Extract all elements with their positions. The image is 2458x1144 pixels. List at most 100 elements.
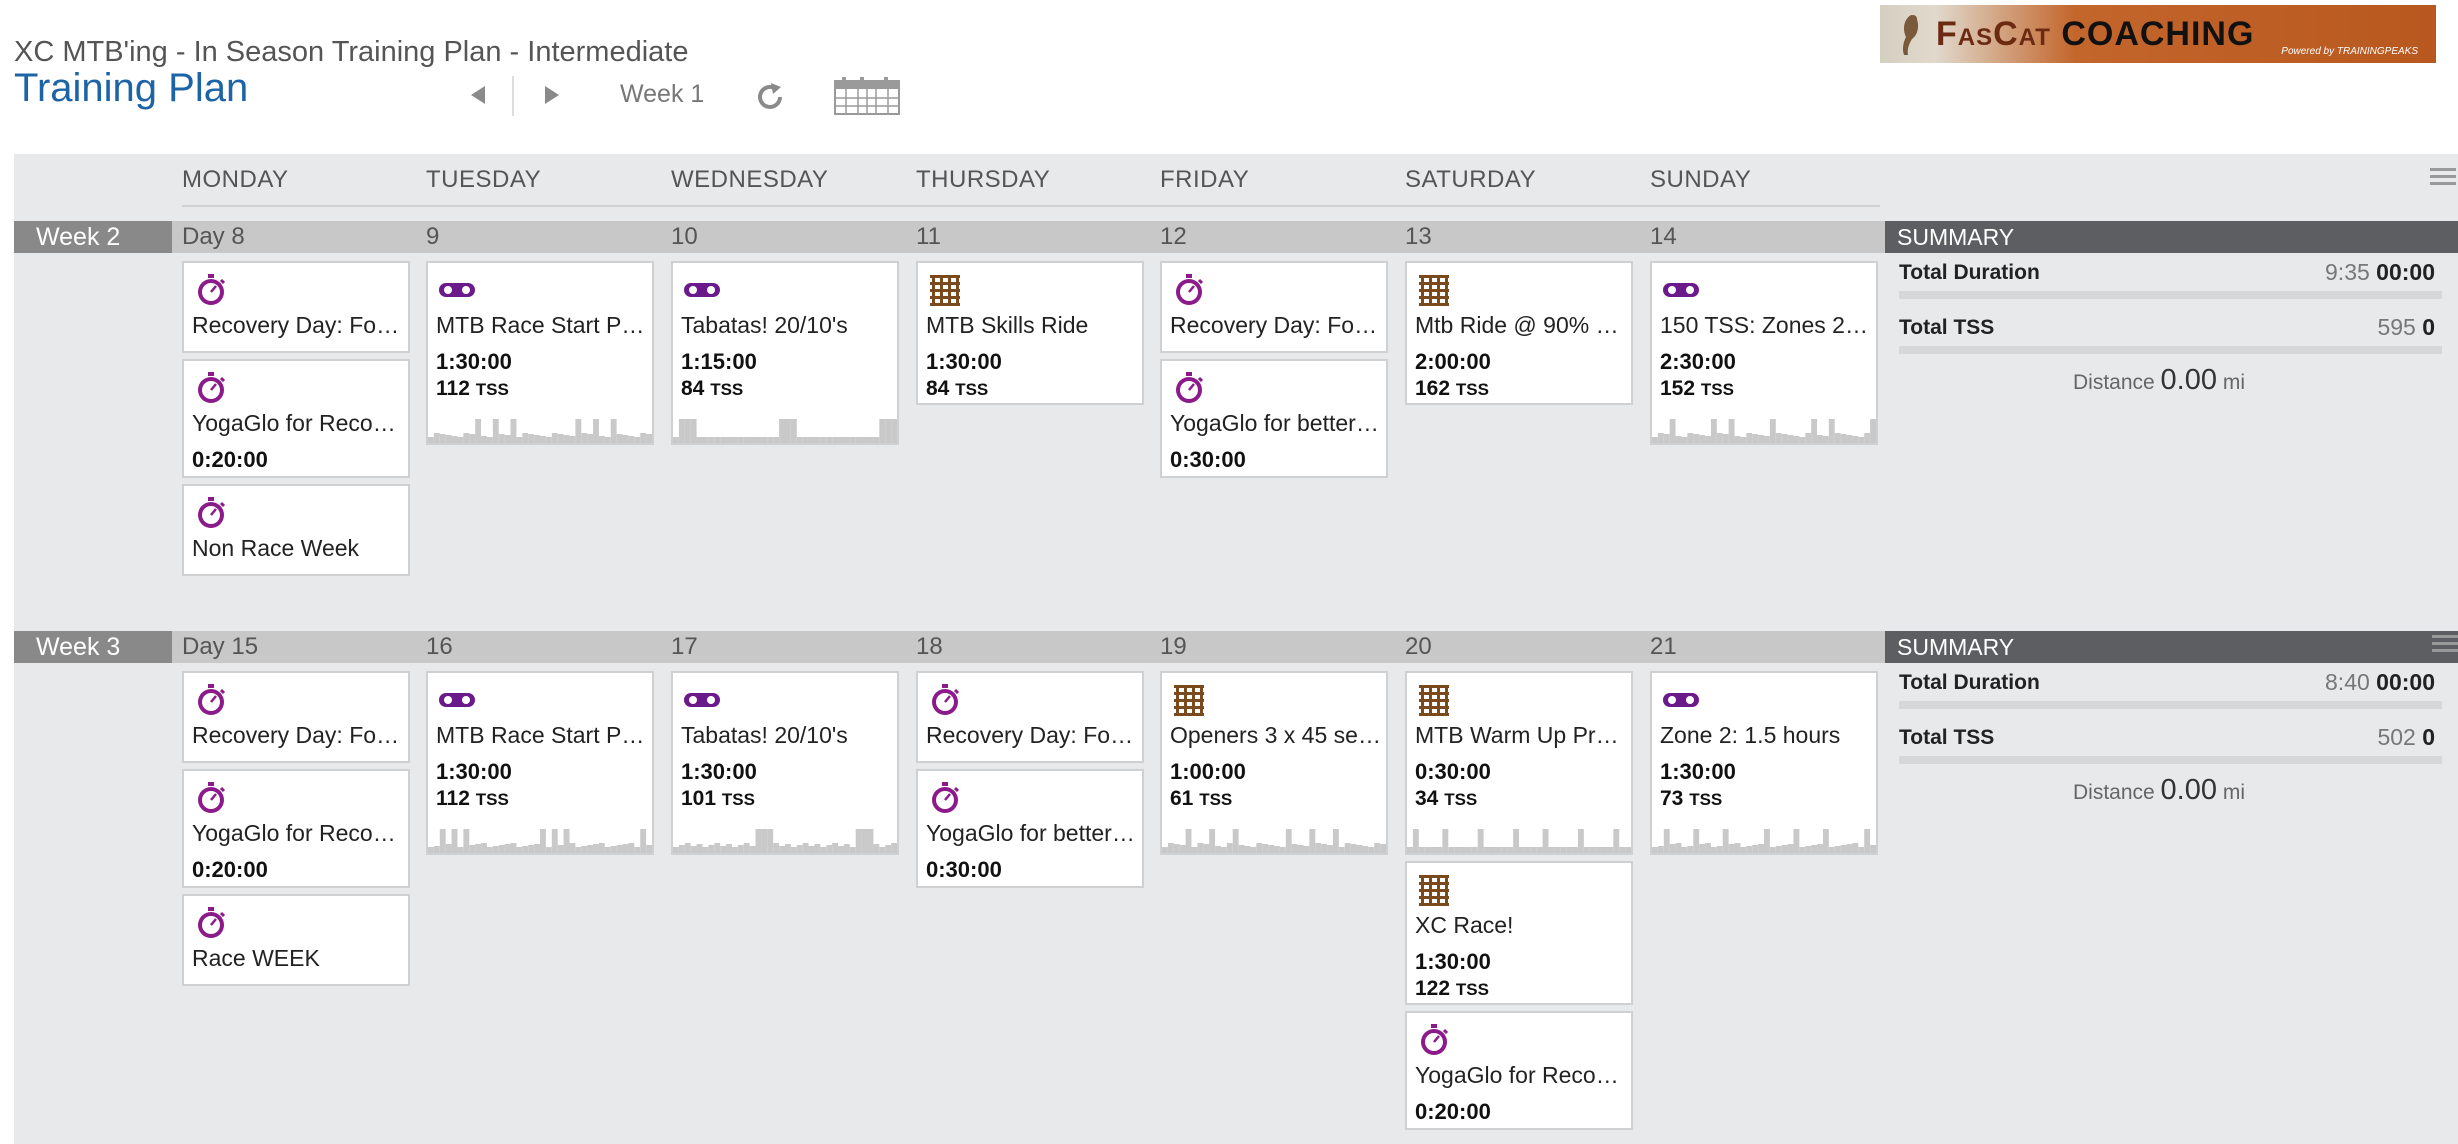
next-week-button[interactable] xyxy=(537,80,567,110)
stopwatch-icon xyxy=(194,371,228,405)
workout-duration: 0:20:00 xyxy=(192,447,268,472)
tss-value: 122 xyxy=(1415,977,1451,1000)
day-header-sunday: SUNDAY xyxy=(1650,166,1752,193)
tss-unit: TSS xyxy=(475,380,509,399)
tss-value: 73 xyxy=(1660,787,1684,810)
workout-duration: 1:30:00 xyxy=(681,759,757,784)
workout-card[interactable]: YogaGlo for better … 0:30:00 xyxy=(1160,359,1388,478)
strength-icon xyxy=(1417,273,1451,307)
workout-card[interactable]: YogaGlo for Recov… 0:20:00 xyxy=(182,359,410,478)
stopwatch-icon xyxy=(1417,1023,1451,1057)
workout-duration: 1:15:00 xyxy=(681,349,757,374)
day-header-divider xyxy=(182,205,1880,207)
workout-card[interactable]: Recovery Day: Fou… xyxy=(182,671,410,763)
workout-card[interactable]: Recovery Day: Fou… xyxy=(1160,261,1388,353)
workout-card[interactable]: Race WEEK xyxy=(182,894,410,986)
distance-unit: mi xyxy=(2222,371,2246,394)
workout-card[interactable]: MTB Race Start Pr… 1:30:00 112 TSS xyxy=(426,671,654,855)
workout-card[interactable]: XC Race! 1:30:00 122 TSS xyxy=(1405,861,1633,1005)
tss-unit: TSS xyxy=(475,790,509,809)
distance-value: 0.00 xyxy=(2160,774,2217,806)
strength-icon xyxy=(1172,683,1206,717)
workout-card[interactable]: Zone 2: 1.5 hours 1:30:00 73 TSS xyxy=(1650,671,1878,855)
workout-card[interactable]: Tabatas! 20/10's 1:30:00 101 TSS xyxy=(671,671,899,855)
total-duration-completed: 00:00 xyxy=(2376,259,2435,285)
plan-name: XC MTB'ing - In Season Training Plan - I… xyxy=(14,36,689,68)
tss-unit: TSS xyxy=(955,380,989,399)
workout-card[interactable]: Recovery Day: Fou… xyxy=(916,671,1144,763)
summary-menu-icon[interactable] xyxy=(2432,635,2458,655)
day-header-tuesday: TUESDAY xyxy=(426,166,542,193)
tss-unit: TSS xyxy=(1700,380,1734,399)
refresh-button[interactable] xyxy=(753,80,787,114)
workout-title: MTB Skills Ride xyxy=(926,312,1089,338)
workout-card[interactable]: MTB Warm Up Pro… 0:30:00 34 TSS xyxy=(1405,671,1633,855)
workout-profile-graph xyxy=(1162,825,1386,853)
workout-card[interactable]: Openers 3 x 45 se… 1:00:00 61 TSS xyxy=(1160,671,1388,855)
total-duration-label: Total Duration xyxy=(1899,261,2040,284)
workout-card[interactable]: YogaGlo for better … 0:30:00 xyxy=(916,769,1144,888)
workout-card[interactable]: Non Race Week xyxy=(182,484,410,576)
workout-title: YogaGlo for Recov… xyxy=(192,820,404,846)
workout-card[interactable]: Mtb Ride @ 90% R… 2:00:00 162 TSS xyxy=(1405,261,1633,405)
workout-card[interactable]: 150 TSS: Zones 2 … 2:30:00 152 TSS xyxy=(1650,261,1878,445)
total-duration-label: Total Duration xyxy=(1899,671,2040,694)
workout-title: MTB Race Start Pr… xyxy=(436,312,648,338)
day-header-saturday: SATURDAY xyxy=(1405,166,1537,193)
workout-title: Race WEEK xyxy=(192,945,320,971)
day-number: 13 xyxy=(1405,223,1432,250)
workout-duration: 1:30:00 xyxy=(1415,949,1491,974)
workout-card[interactable]: MTB Race Start Pr… 1:30:00 112 TSS xyxy=(426,261,654,445)
workout-title: YogaGlo for Recov… xyxy=(192,410,404,436)
total-tss-value: 502 0 xyxy=(2135,724,2435,751)
day-number: 14 xyxy=(1650,223,1677,250)
workout-card[interactable]: Recovery Day: Fou… xyxy=(182,261,410,353)
workout-card[interactable]: MTB Skills Ride 1:30:00 84 TSS xyxy=(916,261,1144,405)
total-duration-value: 8:40 00:00 xyxy=(2135,669,2435,696)
prev-week-button[interactable] xyxy=(463,80,493,110)
summary-header: SUMMARY xyxy=(1885,221,2458,253)
tss-unit: TSS xyxy=(1199,790,1233,809)
workout-duration: 0:30:00 xyxy=(1170,447,1246,472)
tss-value: 101 xyxy=(681,787,717,810)
workout-duration: 1:30:00 xyxy=(926,349,1002,374)
workout-card[interactable]: Tabatas! 20/10's 1:15:00 84 TSS xyxy=(671,261,899,445)
workout-card[interactable]: YogaGlo for Recov… 0:20:00 xyxy=(1405,1011,1633,1130)
workout-title: YogaGlo for better … xyxy=(1170,410,1382,436)
total-duration-progress-bar xyxy=(1899,701,2442,709)
day-header-wednesday: WEDNESDAY xyxy=(671,166,829,193)
total-tss-completed: 0 xyxy=(2422,314,2435,340)
strength-icon xyxy=(1417,873,1451,907)
workout-title: Mtb Ride @ 90% R… xyxy=(1415,312,1627,338)
tss-unit: TSS xyxy=(1455,980,1489,999)
page-title: Training Plan xyxy=(14,66,249,110)
tss-value: 34 xyxy=(1415,787,1439,810)
workout-duration: 0:30:00 xyxy=(926,857,1002,882)
workout-duration: 0:30:00 xyxy=(1415,759,1491,784)
workout-tss: 112 TSS xyxy=(436,377,509,401)
fascat-coaching-logo[interactable]: FasCat COACHING Powered by TRAININGPEAKS xyxy=(1880,5,2436,63)
workout-title: Openers 3 x 45 se… xyxy=(1170,722,1381,748)
distance-unit: mi xyxy=(2222,781,2246,804)
tss-value: 61 xyxy=(1170,787,1194,810)
workout-title: Tabatas! 20/10's xyxy=(681,722,848,748)
logo-brand: FasCat COACHING xyxy=(1936,14,2255,53)
workout-profile-graph xyxy=(1407,825,1631,853)
tss-unit: TSS xyxy=(721,790,755,809)
menu-icon[interactable] xyxy=(2430,168,2456,188)
day-number: Day 15 xyxy=(182,633,259,660)
tss-value: 162 xyxy=(1415,377,1451,400)
workout-title: Recovery Day: Fou… xyxy=(192,722,404,748)
distance-value: 0.00 xyxy=(2160,364,2217,396)
workout-title: YogaGlo for better … xyxy=(926,820,1138,846)
day-number: 9 xyxy=(426,223,440,250)
workout-profile-graph xyxy=(1652,825,1876,853)
total-tss-progress-bar xyxy=(1899,756,2442,764)
distance-label: Distance xyxy=(2073,781,2155,804)
calendar-button[interactable] xyxy=(833,76,901,116)
workout-card[interactable]: YogaGlo for Recov… 0:20:00 xyxy=(182,769,410,888)
tss-unit: TSS xyxy=(1689,790,1723,809)
workout-title: MTB Race Start Pr… xyxy=(436,722,648,748)
calendar-icon xyxy=(834,77,900,115)
workout-title: XC Race! xyxy=(1415,912,1514,938)
